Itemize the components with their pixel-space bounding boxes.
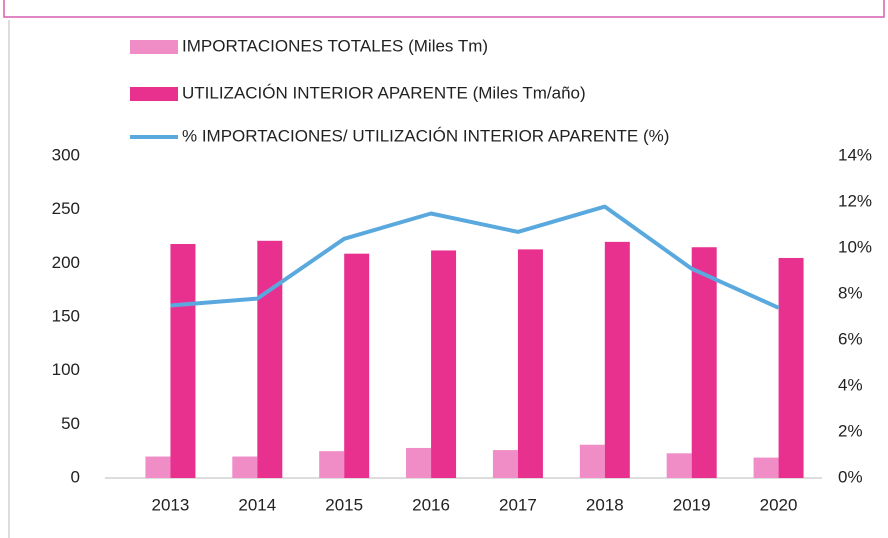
bar — [406, 447, 432, 478]
bar — [517, 249, 543, 478]
y2-tick-label: 2% — [838, 421, 863, 440]
legend-label: IMPORTACIONES TOTALES (Miles Tm) — [182, 36, 488, 55]
bar — [604, 241, 630, 478]
bar — [170, 244, 196, 478]
x-tick-label: 2013 — [152, 495, 190, 514]
bar — [344, 253, 370, 478]
y-tick-label: 200 — [52, 253, 80, 272]
bar — [145, 456, 171, 478]
bar — [492, 450, 518, 478]
line-series — [170, 204, 780, 310]
x-tick-label: 2016 — [412, 495, 450, 514]
x-tick-label: 2014 — [238, 495, 276, 514]
y2-tick-label: 14% — [838, 145, 872, 164]
bar — [778, 257, 804, 478]
x-tick-label: 2018 — [586, 495, 624, 514]
y-tick-label: 0 — [71, 467, 80, 486]
bar — [691, 247, 717, 478]
bar — [579, 444, 605, 478]
y2-tick-label: 0% — [838, 467, 863, 486]
bar — [257, 240, 283, 478]
x-tick-label: 2020 — [760, 495, 798, 514]
y-tick-label: 150 — [52, 306, 80, 325]
bar — [753, 457, 779, 478]
x-tick-label: 2019 — [673, 495, 711, 514]
legend-swatch — [130, 87, 178, 101]
legend-label: UTILIZACIÓN INTERIOR APARENTE (Miles Tm/… — [182, 83, 586, 102]
y2-tick-label: 8% — [838, 283, 863, 302]
x-tick-label: 2017 — [499, 495, 537, 514]
y2-tick-label: 4% — [838, 375, 863, 394]
legend-swatch — [130, 40, 178, 54]
bar — [431, 250, 457, 478]
y-tick-label: 300 — [52, 145, 80, 164]
bar — [666, 453, 692, 478]
y2-tick-label: 6% — [838, 329, 863, 348]
y-tick-label: 250 — [52, 199, 80, 218]
y2-tick-label: 12% — [838, 191, 872, 210]
y-tick-label: 100 — [52, 360, 80, 379]
y-tick-label: 50 — [61, 414, 80, 433]
legend-label: % IMPORTACIONES/ UTILIZACIÓN INTERIOR AP… — [182, 126, 669, 145]
x-tick-label: 2015 — [325, 495, 363, 514]
frame — [3, 0, 885, 18]
bar — [319, 451, 345, 478]
bar — [232, 456, 258, 478]
y2-tick-label: 10% — [838, 237, 872, 256]
